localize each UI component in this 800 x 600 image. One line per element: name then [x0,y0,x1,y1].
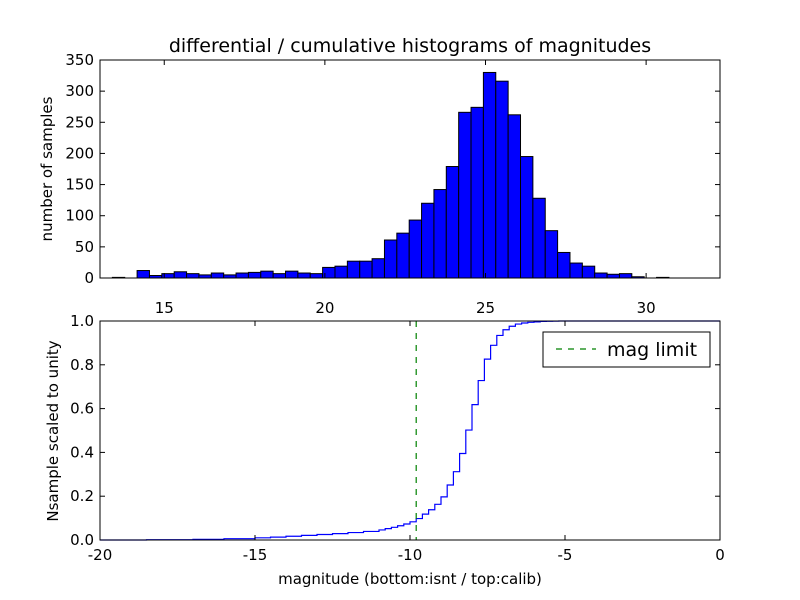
histogram-plot: 0 50 100 150 200 250 300 350 15 20 25 30 number of … [38,51,721,317]
cumulative-xtick-label: -10 [398,546,423,564]
histogram-bar [532,197,546,279]
histogram-bar [569,262,583,279]
histogram-bar [285,270,299,279]
histogram-bar [408,219,423,279]
histogram-bar [458,111,472,279]
cumulative-xtick-label: -20 [88,546,113,564]
histogram-bar [433,189,447,279]
histogram-bar [272,273,287,279]
histogram-bar [346,260,361,279]
cumulative-ytick-label: 0.4 [70,443,94,461]
histogram-ytick-label: 300 [65,82,94,100]
histogram-bar [557,251,571,279]
cumulative-xtick-label: 0 [715,546,725,564]
legend: mag limit [542,331,711,368]
cumulative-ytick-label: 0.2 [70,487,94,505]
histogram-bar [173,271,188,279]
histogram-axes-frame [99,59,721,279]
histogram-xtick-label: 15 [155,299,174,317]
cumulative-ylabel: Nsample scaled to unity [44,340,62,521]
histogram-bar [309,273,324,279]
histogram-bar [581,265,596,279]
legend-label-mag-limit: mag limit [607,339,697,361]
cumulative-plot: 0.0 0.2 0.4 0.6 0.8 1.0 -20 -15 -10 -5 0 magnitude… [44,312,725,588]
histogram-bar [470,106,484,279]
histogram-bar [359,260,373,279]
histogram-bar [520,156,534,279]
histogram-bar [618,273,633,279]
cumulative-ytick-label: 0.0 [70,531,94,549]
histogram-bar [544,230,559,279]
histogram-bar [594,272,608,279]
histogram-bar [482,71,497,279]
histogram-ytick-label: 50 [75,238,94,256]
histogram-bar [334,265,348,279]
histogram-xtick-label: 25 [476,299,495,317]
cumulative-xlabel: magnitude (bottom:isnt / top:calib) [278,570,542,588]
histogram-bar [606,273,620,279]
histogram-bar [383,239,398,279]
histogram-bar [396,232,410,279]
histogram-bar [161,273,175,279]
cumulative-ytick-label: 1.0 [70,312,94,330]
histogram-xtick-label: 30 [637,299,656,317]
cumulative-line [100,320,720,541]
histogram-bar [247,271,262,279]
histogram-xtick-label: 20 [315,299,334,317]
histogram-bar [371,258,385,279]
cumulative-xtick-label: -15 [243,546,268,564]
cumulative-xtick-label: -5 [558,546,573,564]
histogram-bar [136,270,150,279]
histogram-bar [260,270,274,279]
histogram-ylabel: number of samples [38,96,56,241]
cumulative-ytick-label: 0.6 [70,400,94,418]
histogram-ytick-label: 0 [84,269,94,287]
histogram-bar [507,114,522,279]
histogram-ytick-label: 150 [65,176,94,194]
histogram-bar [421,202,435,279]
histogram-bar [186,273,200,279]
histogram-bar [445,166,460,279]
histogram-ytick-label: 250 [65,113,94,131]
histogram-ytick-label: 350 [65,51,94,69]
histogram-ytick-label: 200 [65,144,94,162]
cumulative-ytick-label: 0.8 [70,356,94,374]
chart-title: differential / cumulative histograms of … [169,35,651,57]
histogram-bar [495,80,509,279]
histogram-ytick-label: 100 [65,207,94,225]
histogram-bar [297,272,311,279]
histogram-bar [235,272,249,279]
histogram-bar [210,272,225,279]
